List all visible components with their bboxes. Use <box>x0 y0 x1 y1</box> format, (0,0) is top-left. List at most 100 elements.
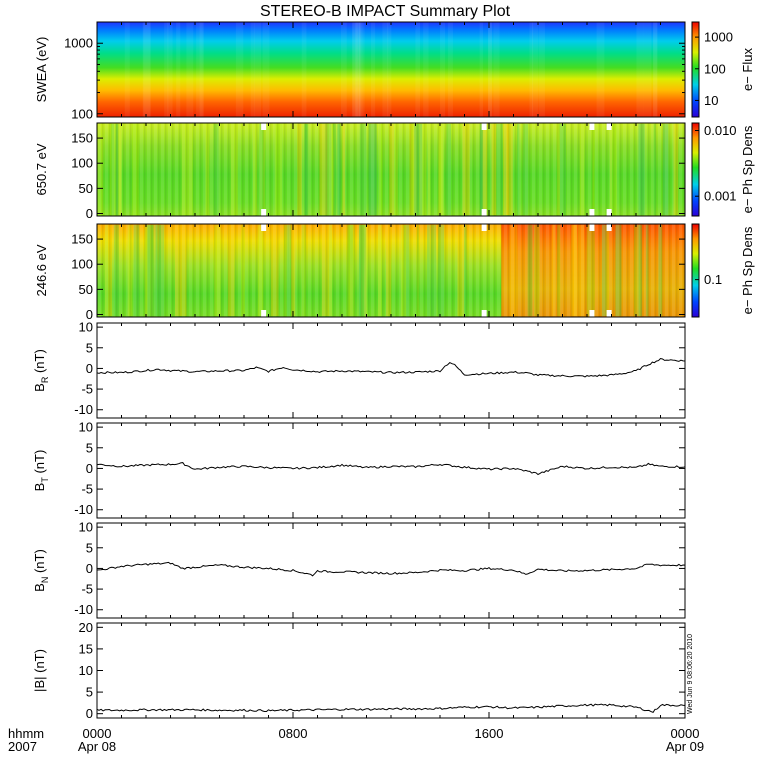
data-gap <box>261 123 267 130</box>
y-tick-label: 10 <box>79 520 93 535</box>
panel-3: 0 50 100 150 0.1 e− Ph Sp Dens 246.6 eV <box>34 223 755 322</box>
y-axis-label: 246.6 eV <box>34 244 49 296</box>
spectrogram-streak <box>653 22 658 117</box>
data-gap <box>589 123 595 130</box>
data-gap <box>589 209 595 216</box>
y-tick-label: 5 <box>86 540 93 555</box>
spectrogram-streak <box>352 22 358 117</box>
stamp-text: Wed Jun 9 08:06:20 2010 <box>687 634 694 714</box>
panel-4: -10 -5 0 5 10 BR (nT) <box>32 320 686 419</box>
data-gap <box>481 209 487 216</box>
spectrogram-streak <box>164 22 169 117</box>
spectrogram-streak <box>196 22 205 117</box>
colorbar-tick-label: 0.001 <box>704 189 737 204</box>
y-tick-label: 10 <box>79 663 93 678</box>
panel-2: 0 50 100 150 0.001 0.010 e− Ph Sp Dens 650.7 eV <box>34 122 755 221</box>
spectrogram-image <box>97 22 685 117</box>
spectrogram-streak <box>643 22 652 117</box>
colorbar-label: e− Ph Sp Dens <box>740 226 755 314</box>
x-axis-row1-label: hhmm <box>8 726 44 741</box>
trace-line <box>96 357 686 378</box>
spectrogram-streak <box>254 22 262 117</box>
spectrogram-streak <box>531 22 539 117</box>
colorbar-tick-label: 10 <box>704 93 718 108</box>
y-tick-label: 100 <box>71 156 93 171</box>
plot-title: STEREO-B IMPACT Summary Plot <box>260 3 511 20</box>
spectrogram-streak <box>538 22 545 117</box>
trace-line <box>96 561 686 577</box>
trace-line <box>96 703 686 714</box>
spectrogram-streak <box>440 22 446 117</box>
y-tick-label: 100 <box>71 257 93 272</box>
spectrogram-texture <box>97 224 685 317</box>
colorbar-label: e− Flux <box>740 48 755 91</box>
spectrogram-streak <box>488 22 493 117</box>
y-tick-label: 10 <box>79 420 93 435</box>
y-tick-label: 100 <box>71 106 93 121</box>
y-tick-label: -5 <box>81 582 93 597</box>
y-tick-label: 15 <box>79 641 93 656</box>
spectrogram-streak <box>186 22 194 117</box>
y-tick-label: -10 <box>74 602 93 617</box>
x-tick-label: 0000 <box>671 726 700 741</box>
panel-6: -10 -5 0 5 10 BN (nT) <box>32 520 686 619</box>
panel-frame <box>96 422 686 519</box>
y-axis-label: SWEA (eV) <box>34 37 49 103</box>
data-gap <box>481 123 487 130</box>
panel-5: -10 -5 0 5 10 BT (nT) <box>32 420 686 519</box>
y-axis-label: BT (nT) <box>32 450 50 492</box>
spectrogram-streak <box>359 22 363 117</box>
data-gap <box>606 209 612 216</box>
data-gap <box>589 224 595 231</box>
colorbar-tick-label: 0.1 <box>704 272 722 287</box>
panel-7: 0 5 10 15 20 |B| (nT) <box>32 620 686 721</box>
data-gap <box>481 224 487 231</box>
spectrogram-streak <box>340 22 347 117</box>
x-date-label: Apr 08 <box>78 739 116 754</box>
spectrogram-streak <box>199 22 203 117</box>
spectrogram-streak <box>235 22 244 117</box>
spectrogram-streak <box>423 22 429 117</box>
colorbar-tick-label: 1000 <box>704 30 733 45</box>
spectrogram-streak <box>370 22 376 117</box>
x-date-label: Apr 09 <box>666 739 704 754</box>
spectrogram-streak <box>529 22 534 117</box>
spectrogram-streak <box>124 22 130 117</box>
spectrogram-streak <box>176 22 181 117</box>
spectrogram-streak <box>479 22 484 117</box>
x-tick-label: 0000 <box>83 726 112 741</box>
y-axis-label: |B| (nT) <box>32 649 47 692</box>
spectrogram-streak <box>262 22 270 117</box>
y-tick-label: -5 <box>81 382 93 397</box>
y-tick-label: 20 <box>79 620 93 635</box>
y-tick-label: 150 <box>71 131 93 146</box>
y-tick-label: 5 <box>86 340 93 355</box>
data-gap <box>606 310 612 317</box>
y-tick-label: -10 <box>74 502 93 517</box>
spectrogram-streak <box>382 22 389 117</box>
spectrogram-streak <box>301 22 307 117</box>
y-axis-label: BR (nT) <box>32 349 50 392</box>
spectrogram-streak <box>636 22 644 117</box>
spectrogram-streak <box>354 22 361 117</box>
colorbar-tick-label: 100 <box>704 61 726 76</box>
y-tick-label: 5 <box>86 685 93 700</box>
x-tick-label: 1600 <box>475 726 504 741</box>
data-gap <box>606 224 612 231</box>
spectrogram-streak <box>493 22 500 117</box>
colorbar-tick-label: 0.010 <box>704 123 737 138</box>
y-tick-label: 0 <box>86 706 93 721</box>
y-tick-label: 50 <box>79 181 93 196</box>
data-gap <box>261 310 267 317</box>
spectrogram-streak <box>447 22 453 117</box>
y-tick-label: 0 <box>86 361 93 376</box>
y-tick-label: 5 <box>86 440 93 455</box>
spectrogram-streak <box>387 22 392 117</box>
y-tick-label: -10 <box>74 402 93 417</box>
y-tick-label: -5 <box>81 482 93 497</box>
y-tick-label: 1000 <box>64 36 93 51</box>
y-tick-label: 0 <box>86 206 93 221</box>
x-tick-label: 0800 <box>279 726 308 741</box>
y-tick-label: 0 <box>86 561 93 576</box>
